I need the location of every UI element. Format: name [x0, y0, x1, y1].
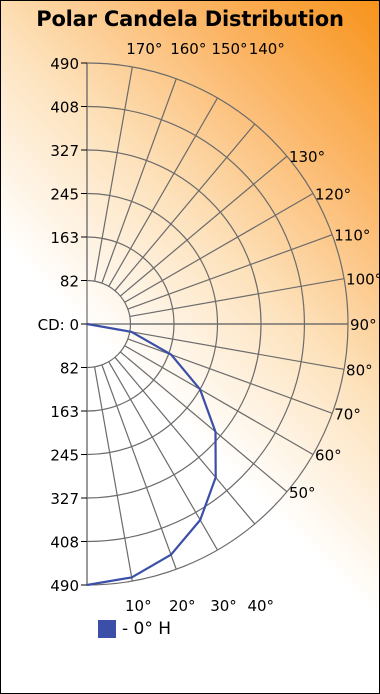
grid-radial-line	[101, 78, 177, 284]
angle-label-right: 90°	[350, 316, 377, 334]
chart-title: Polar Candela Distribution	[36, 7, 344, 31]
grid-radial-line	[108, 97, 219, 287]
grid-radial-line	[114, 356, 256, 525]
angle-label-right: 100°	[346, 271, 379, 289]
grid-radial-line	[129, 330, 345, 370]
angle-label-right: 60°	[315, 447, 342, 465]
grid-radial-line	[129, 278, 345, 318]
radial-tick-label: 408	[50, 534, 79, 552]
angle-label-top: 150°	[211, 40, 247, 58]
angle-label-right: 70°	[334, 405, 361, 423]
radial-tick-label: 163	[50, 229, 79, 247]
angle-label-right: 80°	[346, 361, 373, 379]
grid-radial-line	[124, 345, 314, 456]
legend: - 0° H	[98, 618, 171, 640]
angle-label-top: 160°	[170, 40, 206, 58]
radial-tick-label: 408	[50, 99, 79, 117]
radial-tick-label: 490	[50, 55, 79, 73]
angle-label-right: 110°	[334, 227, 370, 245]
grid-radial-line	[119, 351, 288, 493]
series-curve	[86, 322, 217, 587]
angle-label-top: 170°	[126, 40, 162, 58]
angle-label-right: 50°	[289, 484, 316, 502]
angle-label-right: 120°	[315, 186, 351, 204]
angle-label-bottom: 40°	[247, 597, 274, 615]
radial-tick-label: 327	[50, 490, 79, 508]
legend-swatch	[98, 620, 116, 638]
radial-tick-label: 82	[60, 360, 79, 378]
legend-label: - 0° H	[122, 619, 172, 639]
radial-tick-label: CD: 0	[38, 316, 79, 334]
grid-radial-line	[124, 192, 314, 303]
angle-label-bottom: 20°	[169, 597, 196, 615]
radial-tick-label: 245	[50, 447, 79, 465]
grid-radial-line	[119, 155, 288, 297]
radial-tick-label: 490	[50, 577, 79, 595]
grid-radial-line	[127, 234, 333, 310]
angle-label-right: 130°	[289, 148, 325, 166]
grid-radial-line	[93, 66, 133, 282]
grid-radial-line	[108, 361, 219, 551]
grid-radial-line	[93, 366, 133, 582]
grid-radial-line	[114, 123, 256, 292]
grid-radial-line	[127, 338, 333, 414]
radial-tick-label: 163	[50, 403, 79, 421]
radial-tick-label: 82	[60, 273, 79, 291]
angle-label-top: 140°	[249, 40, 285, 58]
radial-tick-label: 327	[50, 142, 79, 160]
grid-radial-line	[101, 364, 177, 570]
angle-label-bottom: 30°	[210, 597, 237, 615]
angle-label-bottom: 10°	[125, 597, 152, 615]
radial-tick-label: 245	[50, 186, 79, 204]
